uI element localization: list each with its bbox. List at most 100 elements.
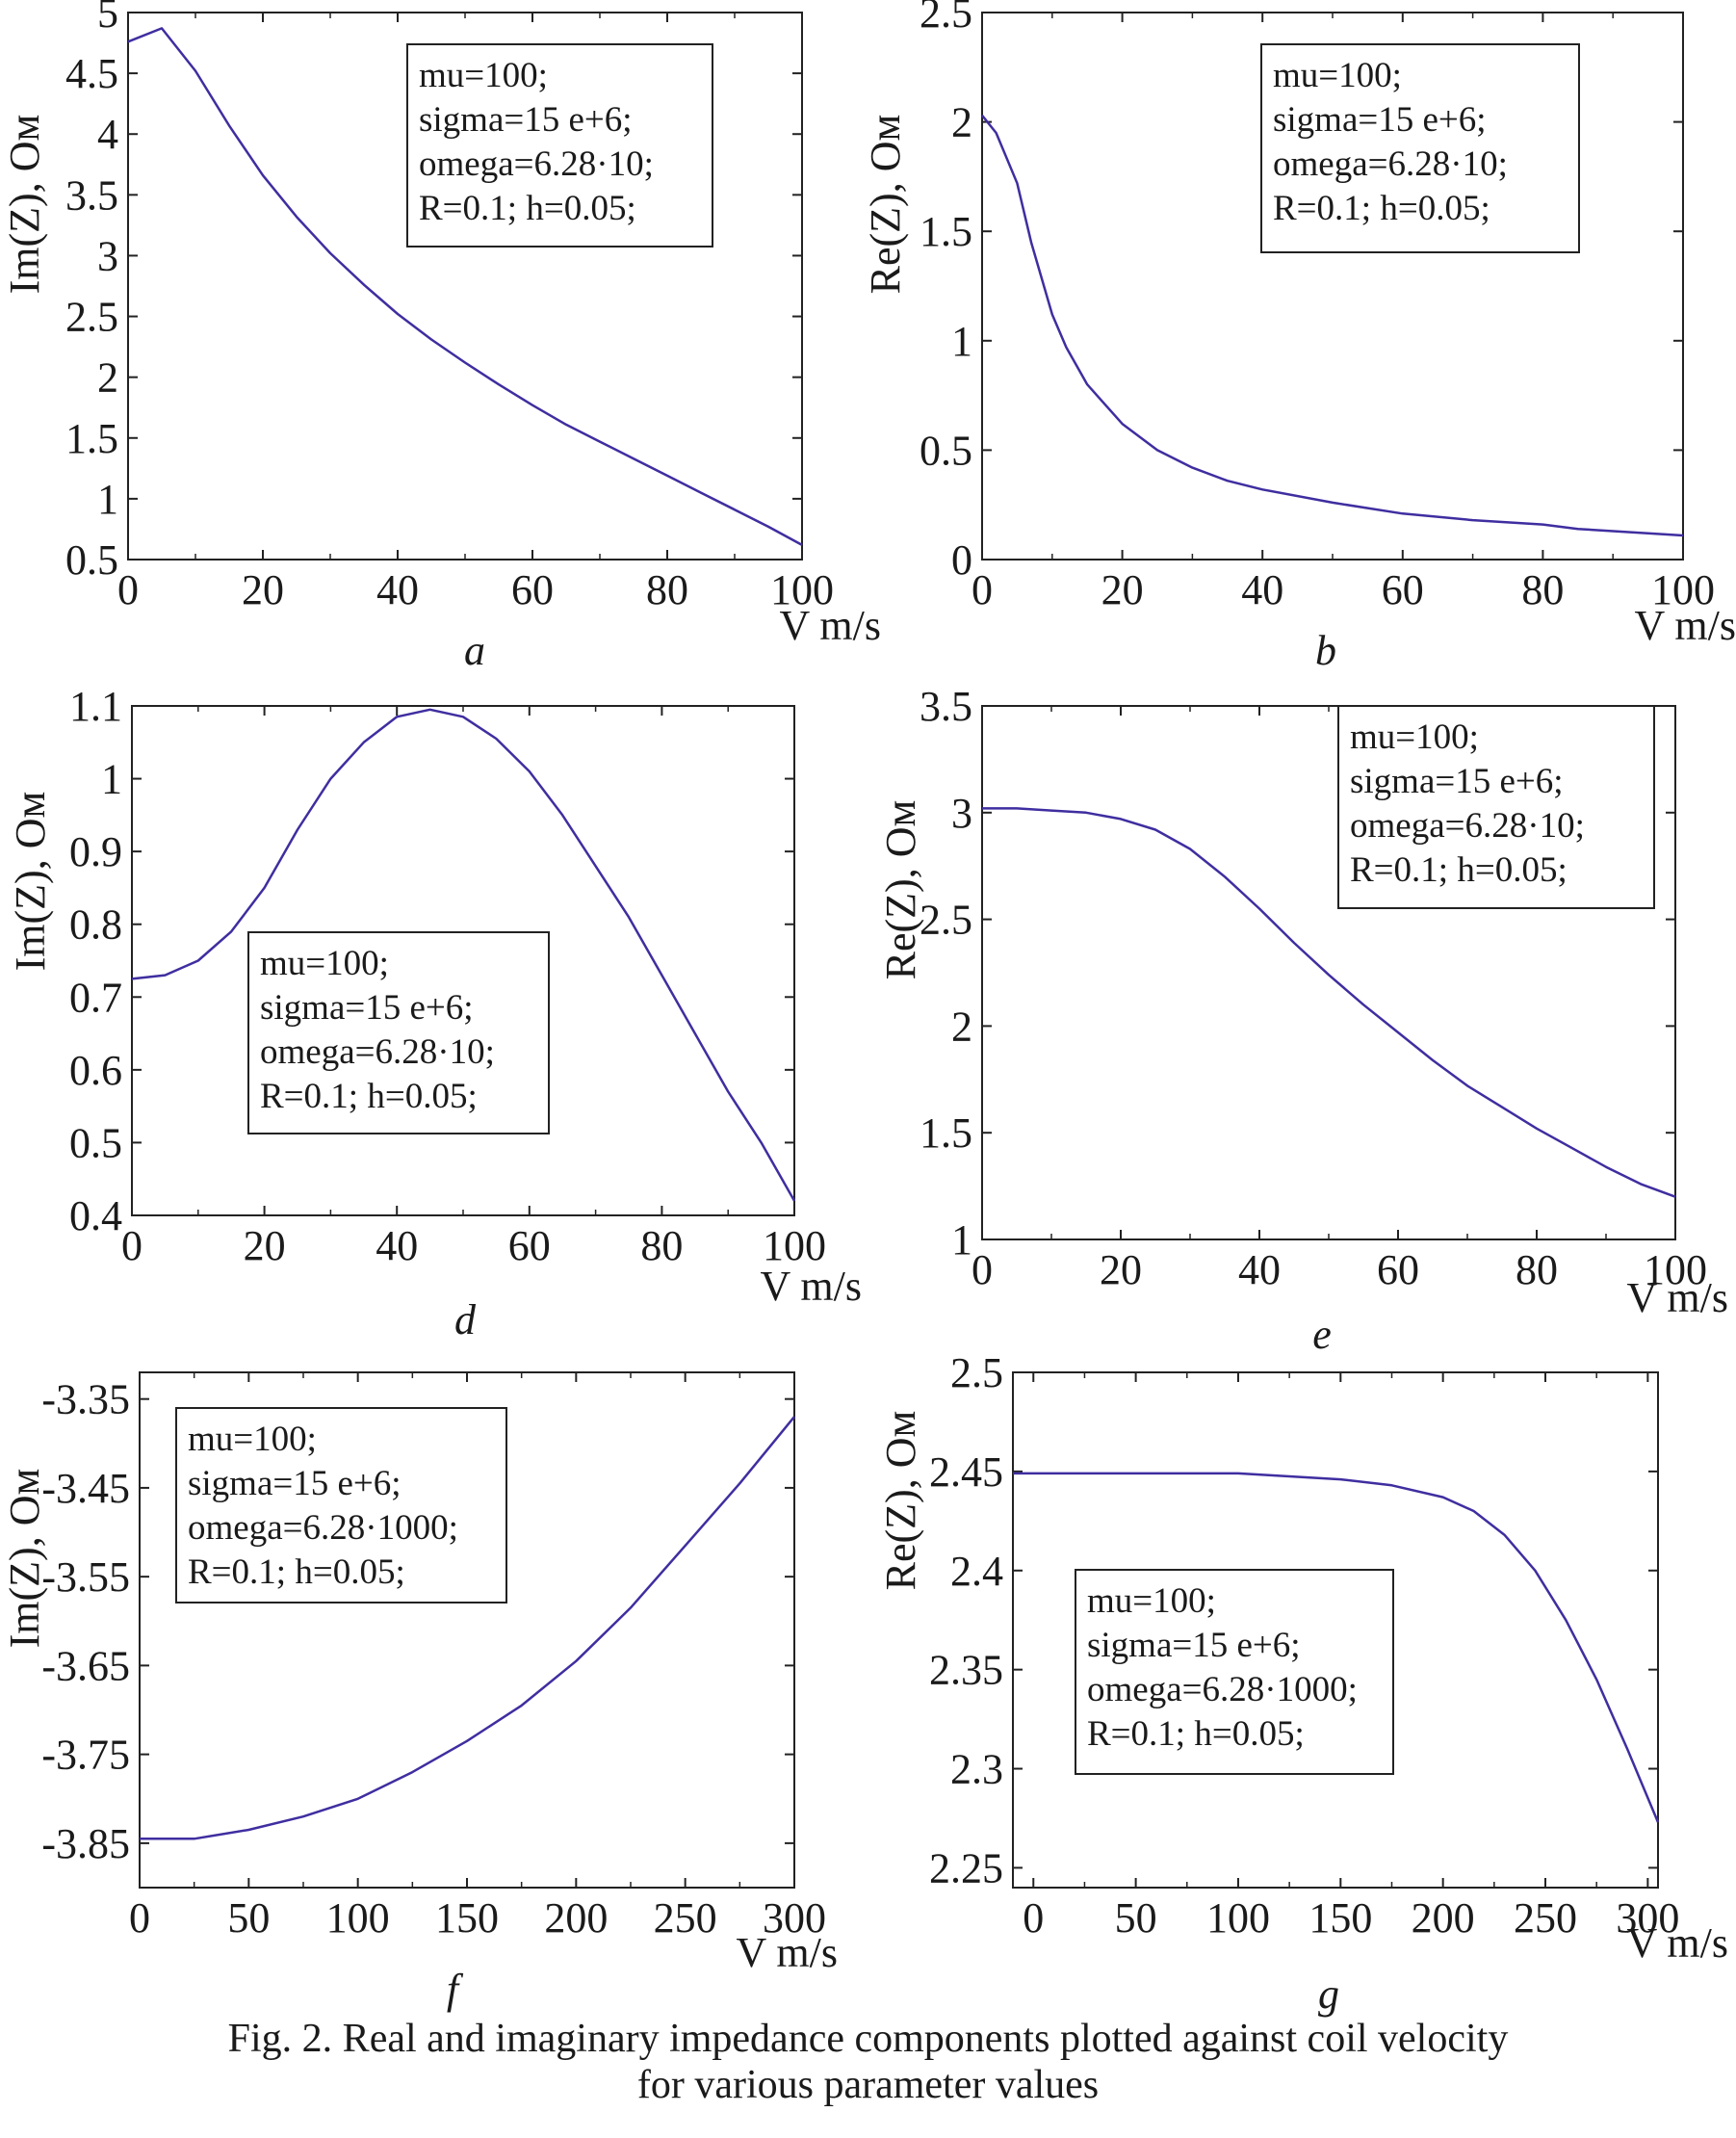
x-tick-label: 80 [646,566,688,613]
y-tick-label: 0.4 [69,1192,122,1239]
y-tick-label: -3.55 [41,1553,130,1601]
y-tick-label: 2.3 [950,1746,1003,1793]
y-tick-label: -3.45 [41,1465,130,1512]
y-tick-label: 2.45 [929,1448,1003,1496]
annotation-line: sigma=15 e+6; [1273,100,1487,140]
x-tick-label: 20 [244,1222,286,1269]
x-tick-label: 60 [508,1222,551,1269]
series-line [140,1416,795,1840]
x-tick-label: 20 [242,566,284,613]
x-axis-label: V m/s [1634,602,1736,649]
annotation-line: R=0.1; h=0.05; [1273,189,1490,228]
y-tick-label: 0.5 [69,1119,122,1166]
annotation-line: sigma=15 e+6; [188,1464,402,1503]
x-tick-label: 100 [1206,1894,1270,1942]
y-tick-label: -3.35 [41,1376,130,1423]
y-tick-label: 0.5 [65,536,118,584]
chart-b: 0 20 40 60 80 100 0 0.5 1 1.5 2 2.5 V m/s Re(Z), Ом b m… [862,0,1736,674]
y-tick-label: 2 [951,1003,972,1050]
y-tick-label: 0.5 [920,427,972,474]
annotation-line: omega=6.28·10; [1350,806,1585,846]
annotation-line: sigma=15 e+6; [260,988,474,1028]
x-tick-label: 100 [326,1894,390,1942]
y-tick-label: 1.1 [69,683,122,730]
figure-caption-line2: for various parameter values [636,2063,1100,2107]
x-tick-label: 0 [117,566,139,613]
y-tick-label: 0.8 [69,901,122,949]
x-tick-label: 100 [770,566,834,613]
x-tick-label: 250 [1514,1894,1577,1942]
panel-label: g [1318,1970,1339,2018]
chart-d: 0 20 40 60 80 100 0.4 0.5 0.6 0.7 0.8 0.9 1 1.1 V m/s I… [7,683,862,1343]
x-tick-label: 40 [1238,1246,1281,1293]
figure-caption-line1: Fig. 2. Real and imaginary impedance com… [227,2017,1509,2061]
annotation-box [1075,1569,1394,1775]
x-tick-label: 40 [376,566,419,613]
x-tick-label: 50 [227,1894,270,1942]
x-tick-label: 40 [1241,566,1283,613]
x-tick-label: 0 [1023,1894,1044,1942]
panel-label: a [464,627,485,674]
y-tick-label: 0 [951,536,972,584]
annotation-line: mu=100; [1087,1581,1216,1621]
panel-label: e [1312,1311,1332,1358]
panel-label: b [1315,627,1336,674]
series-line [981,115,1684,537]
annotation-line: mu=100; [419,56,548,95]
annotation-line: mu=100; [1273,56,1402,95]
x-tick-label: 0 [972,566,993,613]
x-tick-label: 20 [1101,566,1144,613]
annotation-line: R=0.1; h=0.05; [260,1077,478,1116]
y-tick-label: 1.5 [65,415,118,462]
series-line [982,807,1676,1198]
y-tick-label: 0.9 [69,828,122,875]
annotation-line: omega=6.28·1000; [188,1508,458,1548]
x-tick-label: 40 [376,1222,418,1269]
y-tick-label: 2.5 [920,897,972,944]
annotation-line: omega=6.28·10; [419,144,654,184]
x-tick-label: 0 [121,1222,143,1269]
y-tick-label: 5 [97,0,118,37]
plot-frame [1012,1371,1659,1889]
y-axis-label: Re(Z), Ом [877,1411,924,1591]
annotation-line: mu=100; [260,944,389,983]
y-tick-label: -3.75 [41,1732,130,1779]
series-line [131,708,796,1202]
x-axis-label: V m/s [1626,1919,1728,1967]
annotation-line: omega=6.28·10; [1273,144,1508,184]
y-tick-label: 2.5 [920,0,972,37]
x-tick-label: 20 [1100,1246,1142,1293]
chart-g: 0 50 100 150 200 250 300 2.25 2.3 2.35 2.4 2.45 2.5 V… [877,1349,1728,2018]
annotation-line: sigma=15 e+6; [419,100,633,140]
annotation-box [175,1407,507,1604]
x-tick-label: 100 [763,1222,826,1269]
annotation-line: mu=100; [1350,717,1479,757]
panel-label: f [447,1966,464,2013]
annotation-line: omega=6.28·1000; [1087,1670,1358,1709]
y-tick-label: 3.5 [920,683,972,730]
x-tick-label: 100 [1644,1246,1707,1293]
y-tick-label: 3 [951,790,972,837]
x-axis-label: V m/s [736,1929,838,1976]
y-tick-label: 1 [101,756,122,803]
annotation-line: R=0.1; h=0.05; [188,1552,405,1592]
chart-a: 0 20 40 60 80 100 0.5 1 1.5 2 2.5 3 3.5 4 4.5 5 V m/s Im(… [1,0,881,674]
x-tick-label: 0 [972,1246,993,1293]
x-tick-label: 150 [1308,1894,1372,1942]
y-tick-label: 1 [951,318,972,365]
y-axis-label: Re(Z), Ом [862,115,909,295]
x-tick-label: 60 [1377,1246,1419,1293]
series-line [1013,1472,1660,1823]
y-tick-label: 2.5 [65,294,118,341]
x-tick-label: 80 [1516,1246,1558,1293]
y-tick-label: 0.6 [69,1047,122,1094]
y-tick-label: 4.5 [65,50,118,97]
x-tick-label: 200 [1412,1894,1475,1942]
annotation-line: mu=100; [188,1420,317,1459]
annotation-line: omega=6.28·10; [260,1032,495,1072]
annotation-box [247,931,550,1134]
x-tick-label: 300 [1616,1894,1679,1942]
x-tick-label: 200 [544,1894,608,1942]
panel-label: d [454,1296,477,1343]
